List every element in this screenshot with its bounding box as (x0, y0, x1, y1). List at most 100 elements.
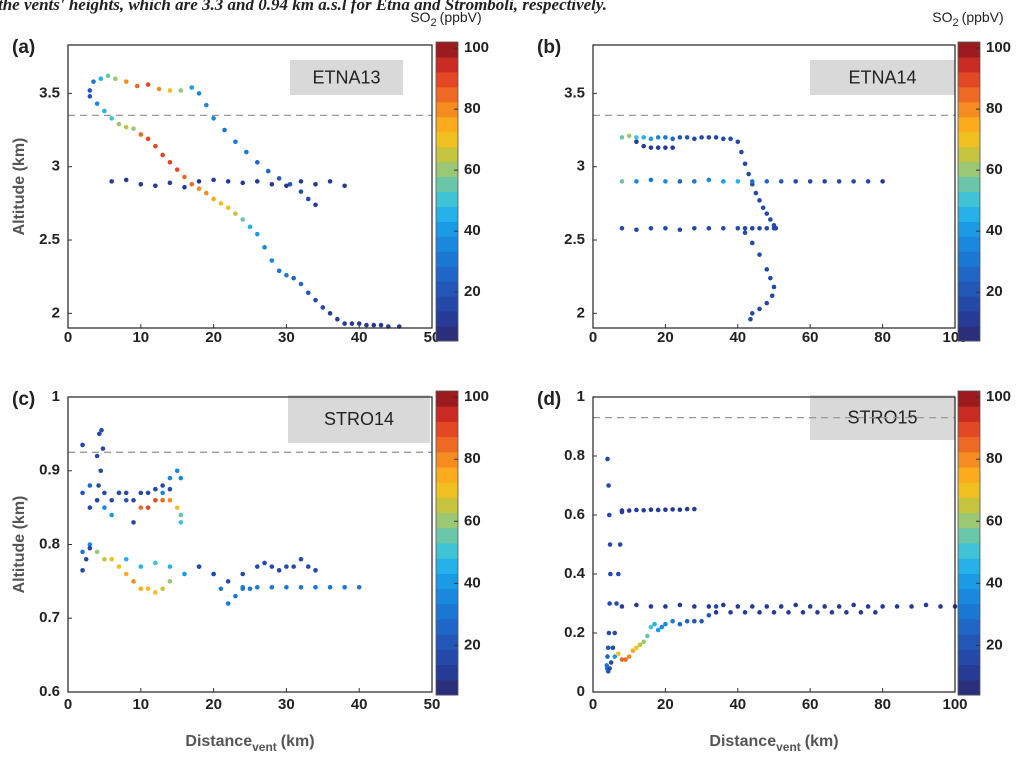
x-tick-label: 40 (351, 696, 368, 713)
data-point (98, 76, 104, 82)
colorbar-title-sub: 2 (431, 17, 437, 29)
colorbar-band (958, 281, 980, 297)
data-point (771, 225, 777, 231)
x-tick-label: 20 (657, 329, 674, 346)
plot-area (80, 427, 362, 606)
colorbar-title-main: SO (410, 9, 430, 25)
data-point (721, 602, 726, 608)
colorbar-band (436, 543, 458, 559)
data-point (771, 284, 777, 290)
colorbar-band (958, 679, 980, 696)
colorbar-band (958, 634, 980, 650)
data-point (619, 508, 625, 513)
data-point (822, 604, 827, 609)
colorbar-band (958, 512, 980, 529)
data-point (131, 126, 136, 131)
data-point (728, 136, 733, 142)
colorbar-band (958, 573, 980, 590)
data-point (160, 490, 165, 496)
data-point (113, 76, 118, 82)
colorbar-tick-label: 40 (464, 222, 481, 239)
x-tick-label: 20 (657, 696, 674, 713)
data-point (606, 483, 611, 488)
colorbar-band (958, 101, 980, 118)
colorbar-band (958, 266, 980, 282)
data-point (800, 610, 806, 615)
axes-frame (592, 396, 956, 693)
data-point (284, 183, 289, 189)
colorbar-band (958, 146, 980, 163)
data-point (174, 505, 180, 510)
colorbar-band (958, 391, 980, 407)
data-point (610, 645, 616, 651)
y-axis-label: Altitude (km) (11, 138, 28, 236)
data-point (735, 225, 741, 231)
colorbar-tick-label: 80 (464, 100, 481, 117)
data-point (284, 272, 289, 278)
data-point (655, 135, 661, 140)
data-point (87, 483, 93, 488)
data-point (713, 604, 719, 609)
data-point (342, 584, 347, 590)
data-point (793, 602, 799, 608)
data-point (298, 281, 304, 287)
colorbar-band (958, 467, 980, 483)
data-point (87, 542, 93, 547)
data-point (670, 618, 675, 624)
data-point (648, 136, 654, 142)
data-point (612, 630, 618, 636)
data-point (648, 145, 654, 150)
data-point (634, 179, 639, 184)
data-point (225, 601, 231, 606)
data-point (652, 621, 657, 627)
colorbar-frame (435, 390, 459, 696)
x-axis-label-sub: vent (776, 740, 801, 754)
data-point (742, 610, 748, 615)
colorbar-title-sub: 2 (953, 17, 959, 29)
data-point (160, 586, 165, 592)
colorbar-tick-label: 100 (986, 388, 1011, 405)
annotation-box (810, 60, 955, 95)
data-point (617, 542, 623, 547)
data-point (626, 654, 632, 659)
data-point (153, 486, 158, 492)
data-point (254, 160, 260, 165)
x-axis-label-unit: (km) (281, 733, 315, 750)
data-point (349, 321, 355, 326)
data-point (94, 497, 100, 503)
colorbar-band (436, 634, 458, 650)
colorbar-band (958, 558, 980, 574)
data-point (706, 177, 712, 183)
data-point (284, 564, 289, 569)
data-point (153, 590, 158, 595)
y-tick-label: 0.4 (564, 565, 586, 582)
data-point (836, 179, 842, 184)
data-point (684, 506, 690, 512)
data-point (116, 121, 122, 127)
data-point (938, 604, 943, 609)
data-point (757, 252, 762, 257)
data-point (713, 135, 719, 140)
data-point (123, 497, 129, 503)
data-point (637, 642, 643, 648)
data-point (764, 604, 770, 609)
colorbar-band (436, 161, 458, 178)
colorbar-tick-label: 40 (986, 222, 1003, 239)
data-point (178, 475, 184, 481)
plot-area (87, 73, 402, 329)
data-point (247, 586, 253, 592)
data-point (663, 604, 668, 609)
data-point (829, 610, 835, 615)
data-point (880, 179, 885, 184)
data-point (706, 225, 712, 231)
data-point (692, 179, 697, 184)
data-point (91, 79, 96, 84)
data-point (233, 593, 238, 599)
colorbar-band (436, 206, 458, 222)
data-point (254, 584, 260, 590)
data-point (851, 602, 856, 608)
data-point (742, 161, 748, 167)
x-tick-label: 30 (278, 696, 295, 713)
data-point (123, 490, 129, 496)
colorbar-band (958, 619, 980, 635)
